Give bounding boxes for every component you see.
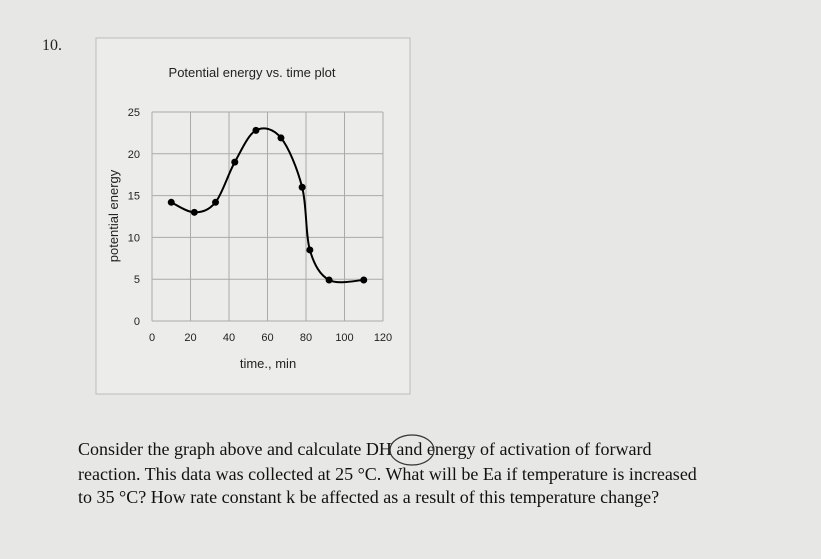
y-tick-label: 0 (134, 316, 140, 328)
data-point (298, 183, 306, 191)
data-point (252, 126, 260, 134)
y-tick-label: 25 (128, 107, 140, 119)
circle-annotation (389, 434, 435, 466)
data-point (306, 246, 314, 254)
question-line: reaction. This data was collected at 25 … (78, 464, 697, 484)
x-tick-label: 0 (149, 332, 155, 344)
x-tick-label: 80 (300, 332, 312, 344)
data-line (170, 127, 364, 284)
x-tick-label: 120 (374, 332, 392, 344)
data-point (167, 198, 175, 206)
question-line: to 35 °C? How rate constant k be affecte… (78, 487, 659, 507)
x-tick-label: 60 (261, 332, 273, 344)
plot: 0 5 10 15 20 25 0 20 40 60 80 100 120 (128, 107, 392, 344)
y-axis-label: potential energy (106, 169, 121, 262)
question-number: 10. (42, 37, 62, 54)
data-point (325, 276, 333, 284)
x-tick-label: 100 (335, 332, 353, 344)
y-tick-label: 20 (128, 149, 140, 161)
data-point (231, 158, 239, 166)
data-point (190, 208, 198, 216)
y-tick-label: 5 (134, 274, 140, 286)
data-point (277, 134, 285, 142)
question-line: Consider the graph above and calculate D… (78, 439, 651, 459)
chart-title: Potential energy vs. time plot (169, 65, 336, 80)
y-tick-label: 15 (128, 191, 140, 203)
y-tick-label: 10 (128, 232, 140, 244)
x-tick-label: 40 (223, 332, 235, 344)
data-point (360, 276, 368, 284)
data-point (212, 198, 220, 206)
x-tick-label: 20 (184, 332, 196, 344)
chart-frame (95, 37, 411, 395)
x-axis-label: time., min (240, 356, 296, 371)
